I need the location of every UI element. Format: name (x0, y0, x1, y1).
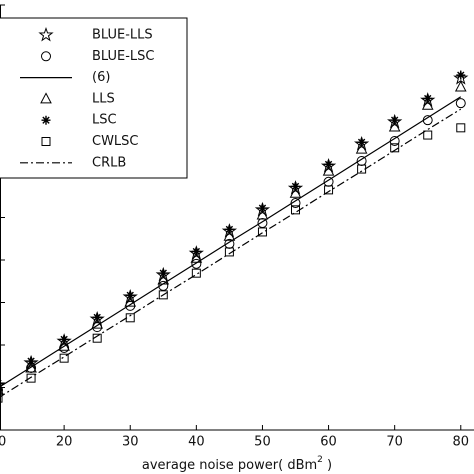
marker-square (456, 123, 466, 133)
legend-item: CWLSC (41, 134, 139, 149)
marker-triangle (157, 273, 170, 285)
marker-triangle (322, 164, 335, 176)
marker-asterisk (390, 115, 400, 125)
legend-label: LLS (92, 91, 115, 106)
marker-asterisk (291, 181, 301, 191)
legend-label: BLUE-LSC (92, 49, 155, 64)
marker-triangle (388, 120, 401, 132)
legend-label: CRLB (92, 155, 126, 170)
marker-asterisk (191, 247, 201, 256)
marker-triangle (355, 142, 368, 154)
marker-asterisk (92, 312, 102, 322)
marker-asterisk (26, 356, 36, 366)
x-axis-label: average noise power( dBm2 ) (142, 455, 332, 473)
marker-square (224, 247, 234, 257)
marker-triangle (40, 92, 52, 104)
x-tick-label: 60 (320, 435, 337, 450)
legend-item: LSC (41, 113, 117, 128)
marker-asterisk (257, 203, 267, 213)
marker-square (257, 227, 267, 237)
x-tick-label: 70 (386, 435, 403, 450)
marker-square (26, 373, 36, 383)
marker-square (191, 268, 201, 278)
marker-asterisk (224, 224, 234, 234)
x-tick-label: 30 (122, 435, 139, 450)
marker-triangle (25, 361, 37, 373)
x-tick-label: 10 (0, 435, 6, 450)
legend-item: BLUE-LLS (38, 26, 153, 43)
marker-circle (0, 385, 4, 395)
marker-triangle (256, 208, 269, 220)
x-axis-label-end: ) (323, 458, 332, 473)
marker-square (41, 137, 51, 146)
marker-triangle (289, 186, 302, 198)
marker-star (0, 382, 6, 392)
x-tick-label: 50 (254, 435, 271, 450)
marker-circle (455, 98, 466, 109)
marker-asterisk (41, 115, 51, 125)
marker-square (324, 185, 334, 195)
x-tick-label: 40 (188, 435, 205, 450)
x-axis-label-sup: 2 (317, 455, 323, 465)
series-line (0, 108, 462, 398)
marker-triangle (91, 317, 104, 329)
marker-asterisk (324, 159, 334, 169)
marker-square (390, 143, 400, 153)
marker-triangle (124, 295, 137, 307)
marker-triangle (454, 80, 467, 92)
marker-star (38, 26, 54, 42)
legend-item: (6) (20, 70, 110, 85)
marker-triangle (190, 251, 203, 263)
marker-circle (41, 51, 51, 62)
marker-asterisk (158, 268, 168, 278)
legend-label: (6) (92, 70, 110, 85)
x-tick-label: 20 (56, 435, 73, 450)
marker-square (423, 130, 433, 140)
marker-square (0, 393, 3, 403)
marker-circle (290, 198, 301, 209)
legend: BLUE-LLS BLUE-LSC (6) LLS LSC CWLSC CRLB (0, 17, 188, 179)
marker-triangle (223, 229, 236, 241)
marker-square (59, 353, 69, 363)
marker-triangle (58, 339, 70, 351)
marker-asterisk (125, 290, 135, 300)
legend-label: CWLSC (92, 134, 139, 149)
marker-triangle (421, 98, 434, 110)
marker-square (158, 290, 168, 300)
marker-asterisk (423, 94, 433, 103)
legend-label: BLUE-LLS (92, 28, 153, 43)
x-tick-label: 80 (453, 435, 470, 450)
x-axis-label-main: average noise power( dBm (142, 458, 317, 473)
marker-asterisk (59, 334, 69, 344)
marker-asterisk (357, 137, 367, 147)
legend-label: LSC (92, 113, 117, 128)
legend-item: CRLB (20, 155, 126, 170)
marker-triangle (0, 387, 4, 395)
legend-box (0, 17, 188, 179)
legend-item: LLS (40, 91, 115, 106)
marker-circle (191, 258, 202, 269)
series-line (0, 96, 462, 388)
marker-asterisk (456, 70, 466, 80)
legend-item: BLUE-LSC (41, 49, 155, 64)
